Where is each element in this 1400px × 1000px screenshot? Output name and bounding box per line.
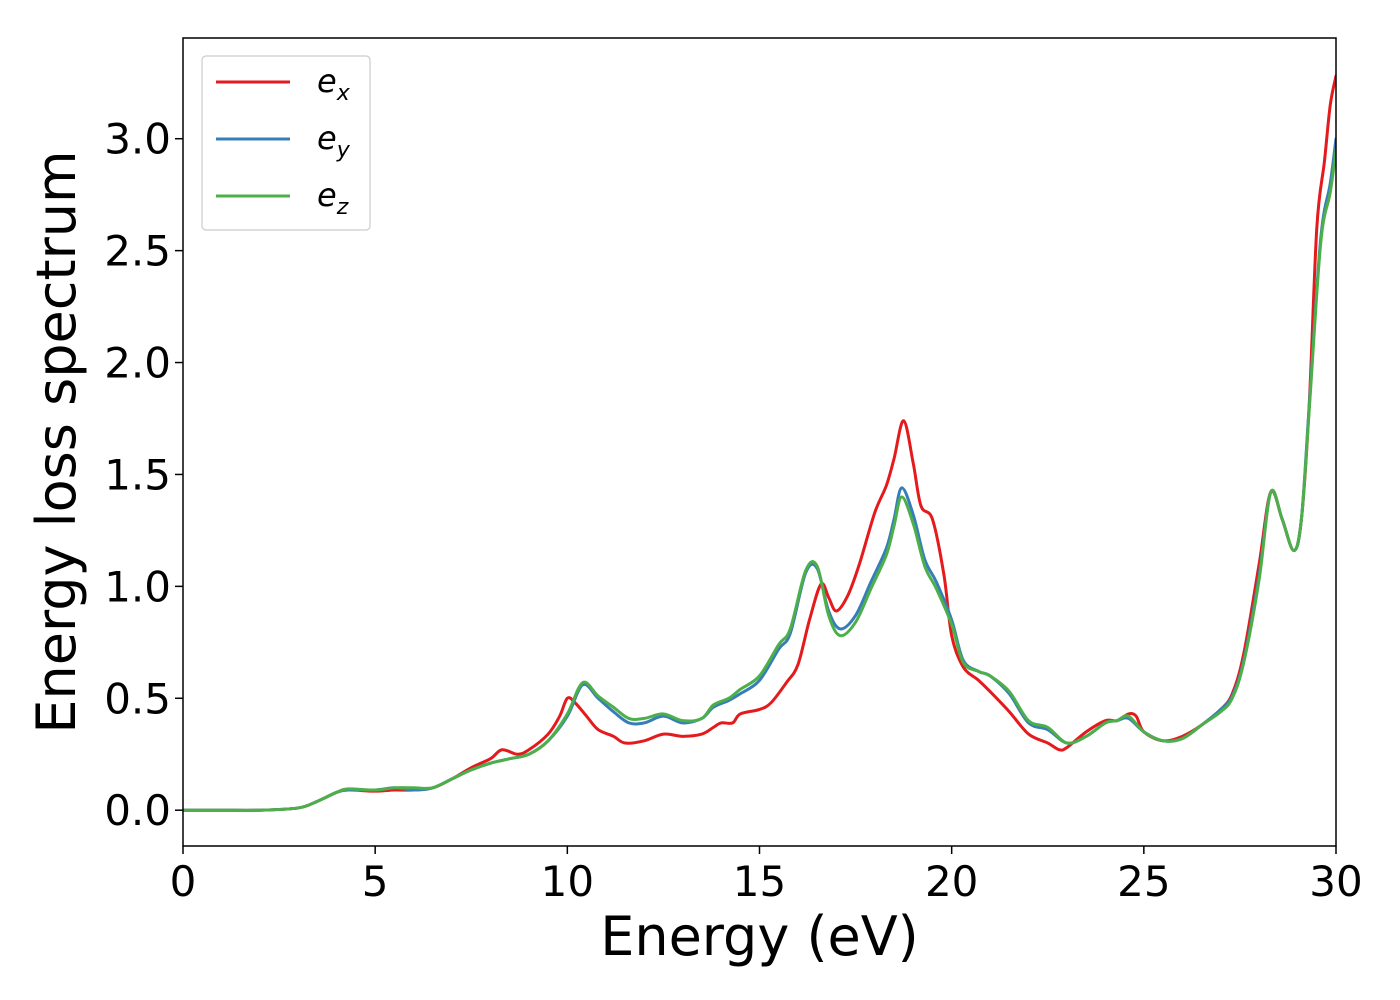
y-axis: 0.0 0.5 1.0 1.5 2.0 2.5 3.0 [104, 115, 183, 835]
x-tick-label: 30 [1309, 857, 1362, 906]
y-tick-label: 1.5 [104, 450, 171, 499]
x-tick-label: 10 [541, 857, 594, 906]
y-axis-title: Energy loss spectrum [25, 150, 88, 733]
legend-box [201, 55, 371, 231]
y-tick-label: 1.0 [104, 562, 171, 611]
series-line-z [183, 148, 1336, 812]
x-tick-label: 0 [170, 857, 197, 906]
series-layer [183, 74, 1336, 812]
y-tick-label: 2.0 [104, 339, 171, 388]
x-tick-label: 20 [925, 857, 978, 906]
x-tick-label: 25 [1117, 857, 1170, 906]
x-tick-label: 5 [362, 857, 389, 906]
y-tick-label: 2.5 [104, 227, 171, 276]
x-axis-title: Energy (eV) [600, 905, 919, 968]
y-tick-label: 0.0 [104, 786, 171, 835]
x-axis: 0 5 10 15 20 25 30 [170, 846, 1363, 906]
x-tick-label: 15 [733, 857, 786, 906]
y-tick-label: 0.5 [104, 674, 171, 723]
y-tick-label: 3.0 [104, 115, 171, 164]
